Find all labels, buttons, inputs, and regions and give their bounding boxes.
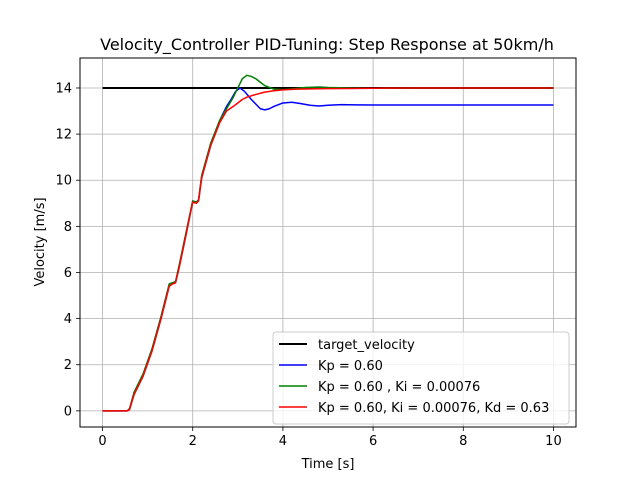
y-tick-label: 8 <box>64 220 72 235</box>
y-tick-label: 0 <box>64 404 72 419</box>
legend-label-3: Kp = 0.60, Ki = 0.00076, Kd = 0.63 <box>318 401 549 416</box>
x-tick-label: 4 <box>279 434 287 449</box>
x-tick-label: 8 <box>459 434 467 449</box>
legend-label-2: Kp = 0.60 , Ki = 0.00076 <box>318 380 480 395</box>
plot-area <box>102 74 554 412</box>
x-tick-label: 10 <box>545 434 562 449</box>
plot-frame <box>79 57 577 428</box>
y-tick-label: 6 <box>64 266 72 281</box>
y-axis: 0 2 4 6 8 10 12 14 <box>55 81 80 419</box>
x-axis: 0 2 4 6 8 10 <box>98 427 562 449</box>
x-axis-label: Time [s] <box>301 457 355 472</box>
y-tick-label: 2 <box>64 358 72 373</box>
x-tick-label: 2 <box>189 434 197 449</box>
series-line-3 <box>102 87 554 412</box>
x-tick-label: 6 <box>369 434 377 449</box>
legend-box <box>272 331 570 425</box>
series-layer <box>102 74 554 412</box>
y-tick-label: 12 <box>55 128 72 143</box>
y-axis-label: Velocity [m/s] <box>33 197 48 286</box>
chart-title: Velocity_Controller PID-Tuning: Step Res… <box>100 35 554 55</box>
x-tick-label: 0 <box>98 434 106 449</box>
legend: target_velocity Kp = 0.60 Kp = 0.60 , Ki =… <box>272 331 570 425</box>
legend-label-0: target_velocity <box>318 338 415 353</box>
y-tick-label: 4 <box>64 312 72 327</box>
y-tick-label: 14 <box>55 81 72 96</box>
y-tick-label: 10 <box>55 174 72 189</box>
legend-label-1: Kp = 0.60 <box>318 359 383 374</box>
